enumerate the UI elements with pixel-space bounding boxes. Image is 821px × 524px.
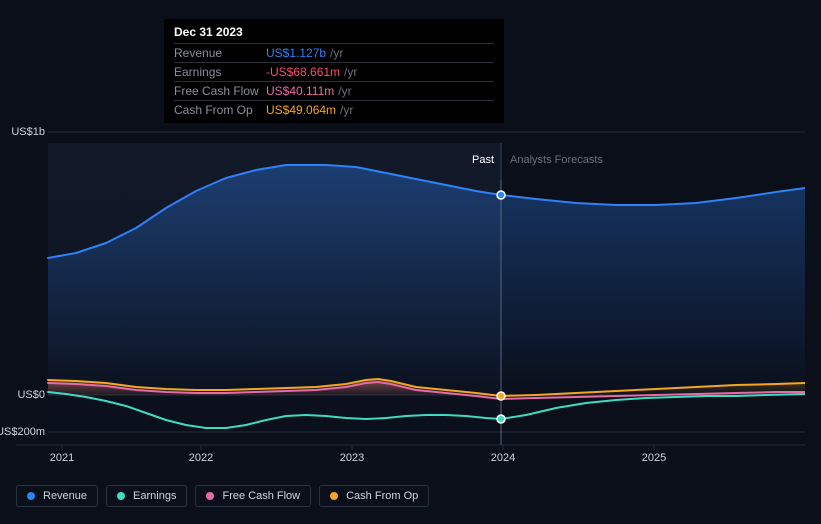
tooltip-row-value: US$40.111m: [266, 84, 334, 98]
forecast-region-label: Analysts Forecasts: [510, 154, 603, 166]
chart-legend: Revenue Earnings Free Cash Flow Cash From O…: [16, 485, 429, 507]
tooltip-row: RevenueUS$1.127b/yr: [174, 43, 494, 62]
tooltip-row-unit: /yr: [340, 103, 353, 117]
tooltip-row-label: Revenue: [174, 46, 266, 60]
tooltip-row-label: Cash From Op: [174, 103, 266, 117]
tooltip-row: Earnings-US$68.661m/yr: [174, 62, 494, 81]
legend-item-label: Cash From Op: [346, 490, 418, 502]
tooltip-row-value: US$1.127b: [266, 46, 326, 60]
chart-svg: [16, 125, 805, 470]
tooltip-row-label: Earnings: [174, 65, 266, 79]
legend-item-cash-from-op[interactable]: Cash From Op: [319, 485, 429, 507]
legend-item-earnings[interactable]: Earnings: [106, 485, 187, 507]
tooltip-row: Free Cash FlowUS$40.111m/yr: [174, 81, 494, 100]
tooltip-row-unit: /yr: [330, 46, 343, 60]
y-axis-label: US$0: [17, 389, 45, 401]
x-axis-label: 2021: [50, 452, 74, 464]
y-axis-label: -US$200m: [0, 426, 45, 438]
x-axis-label: 2022: [189, 452, 213, 464]
x-axis-label: 2024: [491, 452, 515, 464]
x-axis-label: 2023: [340, 452, 364, 464]
legend-item-revenue[interactable]: Revenue: [16, 485, 98, 507]
tooltip-panel: Dec 31 2023 RevenueUS$1.127b/yrEarnings-…: [164, 19, 504, 123]
legend-dot-icon: [206, 492, 214, 500]
legend-item-label: Earnings: [133, 490, 176, 502]
x-axis-label: 2025: [642, 452, 666, 464]
legend-dot-icon: [117, 492, 125, 500]
tooltip-row: Cash From OpUS$49.064m/yr: [174, 100, 494, 119]
tooltip-row-value: -US$68.661m: [266, 65, 340, 79]
legend-item-label: Revenue: [43, 490, 87, 502]
legend-dot-icon: [27, 492, 35, 500]
tooltip-row-value: US$49.064m: [266, 103, 336, 117]
tooltip-row-unit: /yr: [338, 84, 351, 98]
tooltip-date: Dec 31 2023: [174, 25, 494, 43]
legend-item-label: Free Cash Flow: [222, 490, 300, 502]
past-region-label: Past: [472, 154, 494, 166]
y-axis-label: US$1b: [11, 126, 45, 138]
tooltip-row-label: Free Cash Flow: [174, 84, 266, 98]
legend-item-free-cash-flow[interactable]: Free Cash Flow: [195, 485, 311, 507]
tooltip-row-unit: /yr: [344, 65, 357, 79]
financials-chart[interactable]: US$1bUS$0-US$200m Past Analysts Forecast…: [16, 125, 805, 470]
legend-dot-icon: [330, 492, 338, 500]
